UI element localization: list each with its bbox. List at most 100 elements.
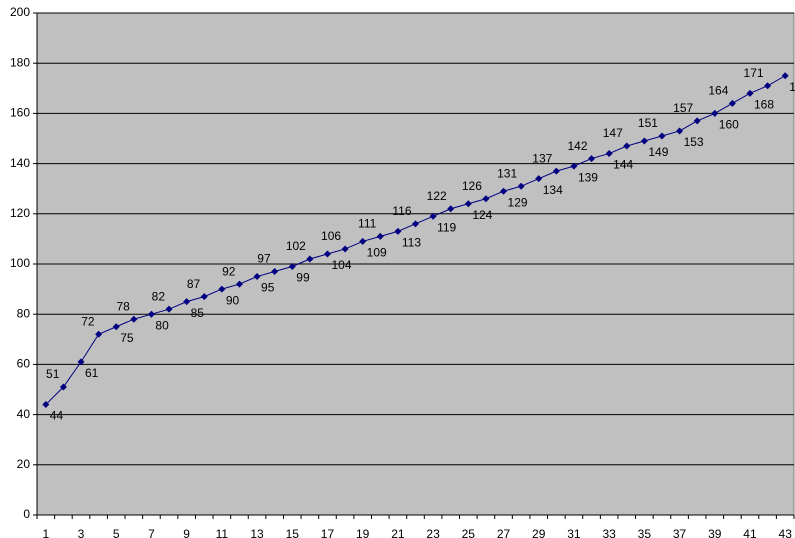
marker — [728, 99, 736, 107]
data-label: 44 — [50, 409, 64, 423]
x-tick-label: 1 — [42, 527, 49, 538]
data-label: 97 — [257, 252, 271, 266]
data-label: 85 — [191, 306, 205, 320]
marker — [746, 89, 754, 97]
marker — [482, 195, 490, 203]
data-label: 109 — [367, 246, 387, 260]
x-tick-label: 25 — [462, 527, 476, 538]
marker — [500, 187, 508, 195]
data-label: 116 — [392, 204, 411, 218]
data-label: 142 — [568, 139, 588, 153]
data-label: 126 — [462, 179, 482, 193]
marker — [693, 117, 701, 125]
x-tick-label: 41 — [743, 527, 757, 538]
marker — [271, 268, 279, 276]
y-tick-label: 120 — [10, 206, 30, 220]
marker — [711, 109, 719, 117]
data-label: 144 — [613, 158, 633, 172]
x-tick-label: 31 — [567, 527, 581, 538]
marker — [570, 162, 578, 170]
data-label: 134 — [543, 183, 563, 197]
x-tick-label: 23 — [426, 527, 440, 538]
marker — [183, 298, 191, 306]
x-tick-label: 3 — [78, 527, 85, 538]
data-label: 171 — [744, 66, 764, 80]
y-tick-label: 140 — [10, 156, 30, 170]
data-label: 51 — [46, 367, 60, 381]
marker — [676, 127, 684, 135]
data-label: 119 — [437, 220, 456, 234]
data-label: 92 — [222, 264, 236, 278]
x-tick-label: 13 — [250, 527, 264, 538]
data-label: 95 — [261, 281, 275, 295]
marker — [605, 150, 613, 158]
data-label: 80 — [155, 318, 169, 332]
x-tick-label: 17 — [321, 527, 335, 538]
marker — [77, 358, 85, 366]
data-label: 113 — [402, 236, 421, 250]
x-tick-label: 21 — [391, 527, 405, 538]
data-label: 164 — [708, 84, 728, 98]
marker — [412, 220, 419, 228]
data-label: 160 — [719, 118, 739, 132]
marker — [552, 167, 560, 175]
marker — [323, 250, 331, 258]
x-tick-label: 15 — [286, 527, 300, 538]
y-tick-label: 40 — [17, 407, 31, 421]
marker — [535, 175, 543, 183]
marker — [341, 245, 349, 253]
x-tick-label: 19 — [356, 527, 370, 538]
marker — [200, 293, 208, 301]
data-label: 106 — [321, 229, 341, 243]
data-label: 78 — [116, 299, 130, 313]
marker — [781, 72, 789, 80]
x-tick-label: 43 — [779, 527, 793, 538]
x-tick-label: 35 — [638, 527, 652, 538]
marker — [306, 255, 314, 263]
data-label: 124 — [472, 208, 492, 222]
marker — [640, 137, 648, 145]
marker — [112, 323, 120, 331]
data-label: 151 — [638, 116, 658, 130]
y-tick-label: 100 — [10, 256, 30, 270]
y-tick-label: 80 — [17, 306, 31, 320]
data-label: 129 — [508, 195, 528, 209]
data-label: 72 — [81, 314, 95, 328]
x-tick-label: 7 — [148, 527, 155, 538]
data-label: 139 — [578, 170, 598, 184]
marker — [464, 200, 472, 208]
data-label: 131 — [497, 166, 517, 180]
marker — [130, 315, 138, 323]
y-tick-label: 180 — [10, 55, 30, 69]
marker — [165, 305, 173, 313]
y-tick-label: 0 — [23, 507, 30, 521]
data-label: 137 — [532, 151, 552, 165]
marker — [588, 155, 596, 163]
data-label: 61 — [85, 366, 99, 380]
data-label: 111 — [358, 217, 377, 231]
marker — [517, 182, 525, 190]
data-label: 90 — [226, 293, 240, 307]
data-label: 122 — [427, 189, 447, 203]
y-tick-label: 20 — [17, 457, 31, 471]
marker — [253, 273, 261, 281]
data-label: 102 — [286, 239, 306, 253]
x-tick-label: 39 — [708, 527, 722, 538]
x-tick-label: 33 — [602, 527, 616, 538]
data-label: 104 — [331, 258, 351, 272]
y-tick-label: 60 — [17, 357, 31, 371]
data-label: 175 — [789, 80, 795, 94]
marker — [658, 132, 666, 140]
marker — [359, 237, 367, 245]
marker — [59, 383, 67, 391]
marker — [42, 401, 50, 409]
x-tick-label: 11 — [216, 527, 229, 538]
x-tick-label: 5 — [113, 527, 120, 538]
data-label: 82 — [152, 289, 166, 303]
x-tick-label: 9 — [183, 527, 190, 538]
marker — [764, 82, 772, 90]
marker — [147, 310, 155, 318]
data-label: 153 — [684, 135, 704, 149]
